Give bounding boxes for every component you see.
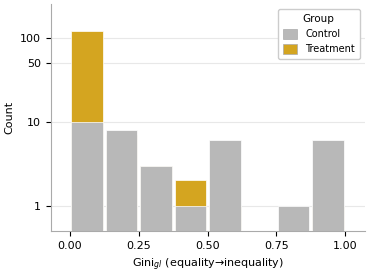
X-axis label: Gini$_{gl}$ (equality→inequality): Gini$_{gl}$ (equality→inequality) bbox=[132, 256, 284, 273]
Bar bbox=[106, 130, 137, 277]
Bar bbox=[140, 166, 172, 277]
Bar bbox=[175, 206, 206, 277]
Bar bbox=[106, 135, 137, 277]
Bar bbox=[71, 31, 103, 277]
Bar bbox=[209, 140, 241, 277]
Bar bbox=[312, 206, 344, 277]
Bar bbox=[71, 122, 103, 277]
Bar bbox=[209, 206, 241, 277]
Bar bbox=[278, 206, 310, 277]
Legend: Control, Treatment: Control, Treatment bbox=[278, 9, 360, 59]
Bar bbox=[175, 180, 206, 277]
Bar bbox=[312, 140, 344, 277]
Bar bbox=[140, 166, 172, 277]
Y-axis label: Count: Count bbox=[4, 101, 14, 134]
